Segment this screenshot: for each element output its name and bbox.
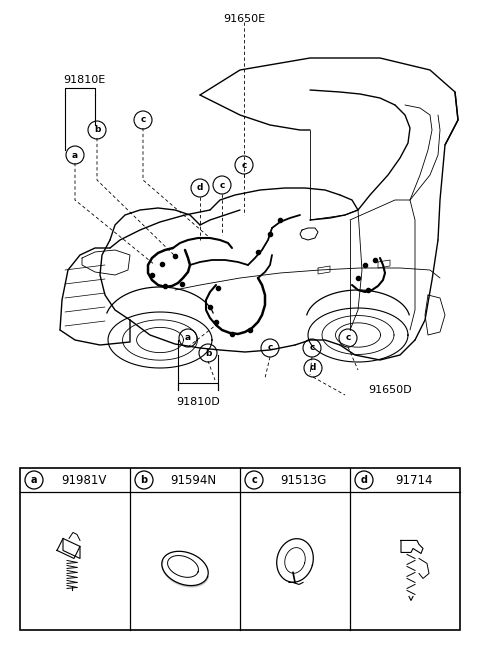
Text: c: c [309,344,315,353]
Text: c: c [219,180,225,189]
Text: d: d [197,183,203,193]
Text: d: d [310,364,316,373]
Text: c: c [267,344,273,353]
Bar [20,468,460,630]
Text: 91810D: 91810D [176,397,220,407]
Text: d: d [360,475,368,485]
Text: c: c [140,116,146,125]
Text: a: a [31,475,37,485]
Text: 91810E: 91810E [63,75,105,85]
Text: b: b [141,475,147,485]
Text: 91714: 91714 [395,474,432,486]
Text: c: c [251,475,257,485]
Text: a: a [185,333,191,342]
Text: 91513G: 91513G [281,474,327,486]
Text: 91650D: 91650D [368,385,412,395]
Text: b: b [205,348,211,357]
Text: 91981V: 91981V [61,474,107,486]
Text: c: c [345,333,351,342]
Text: c: c [241,160,247,169]
Text: a: a [72,151,78,160]
Text: b: b [94,125,100,134]
Text: 91650E: 91650E [223,14,265,24]
Text: 91594N: 91594N [171,474,217,486]
